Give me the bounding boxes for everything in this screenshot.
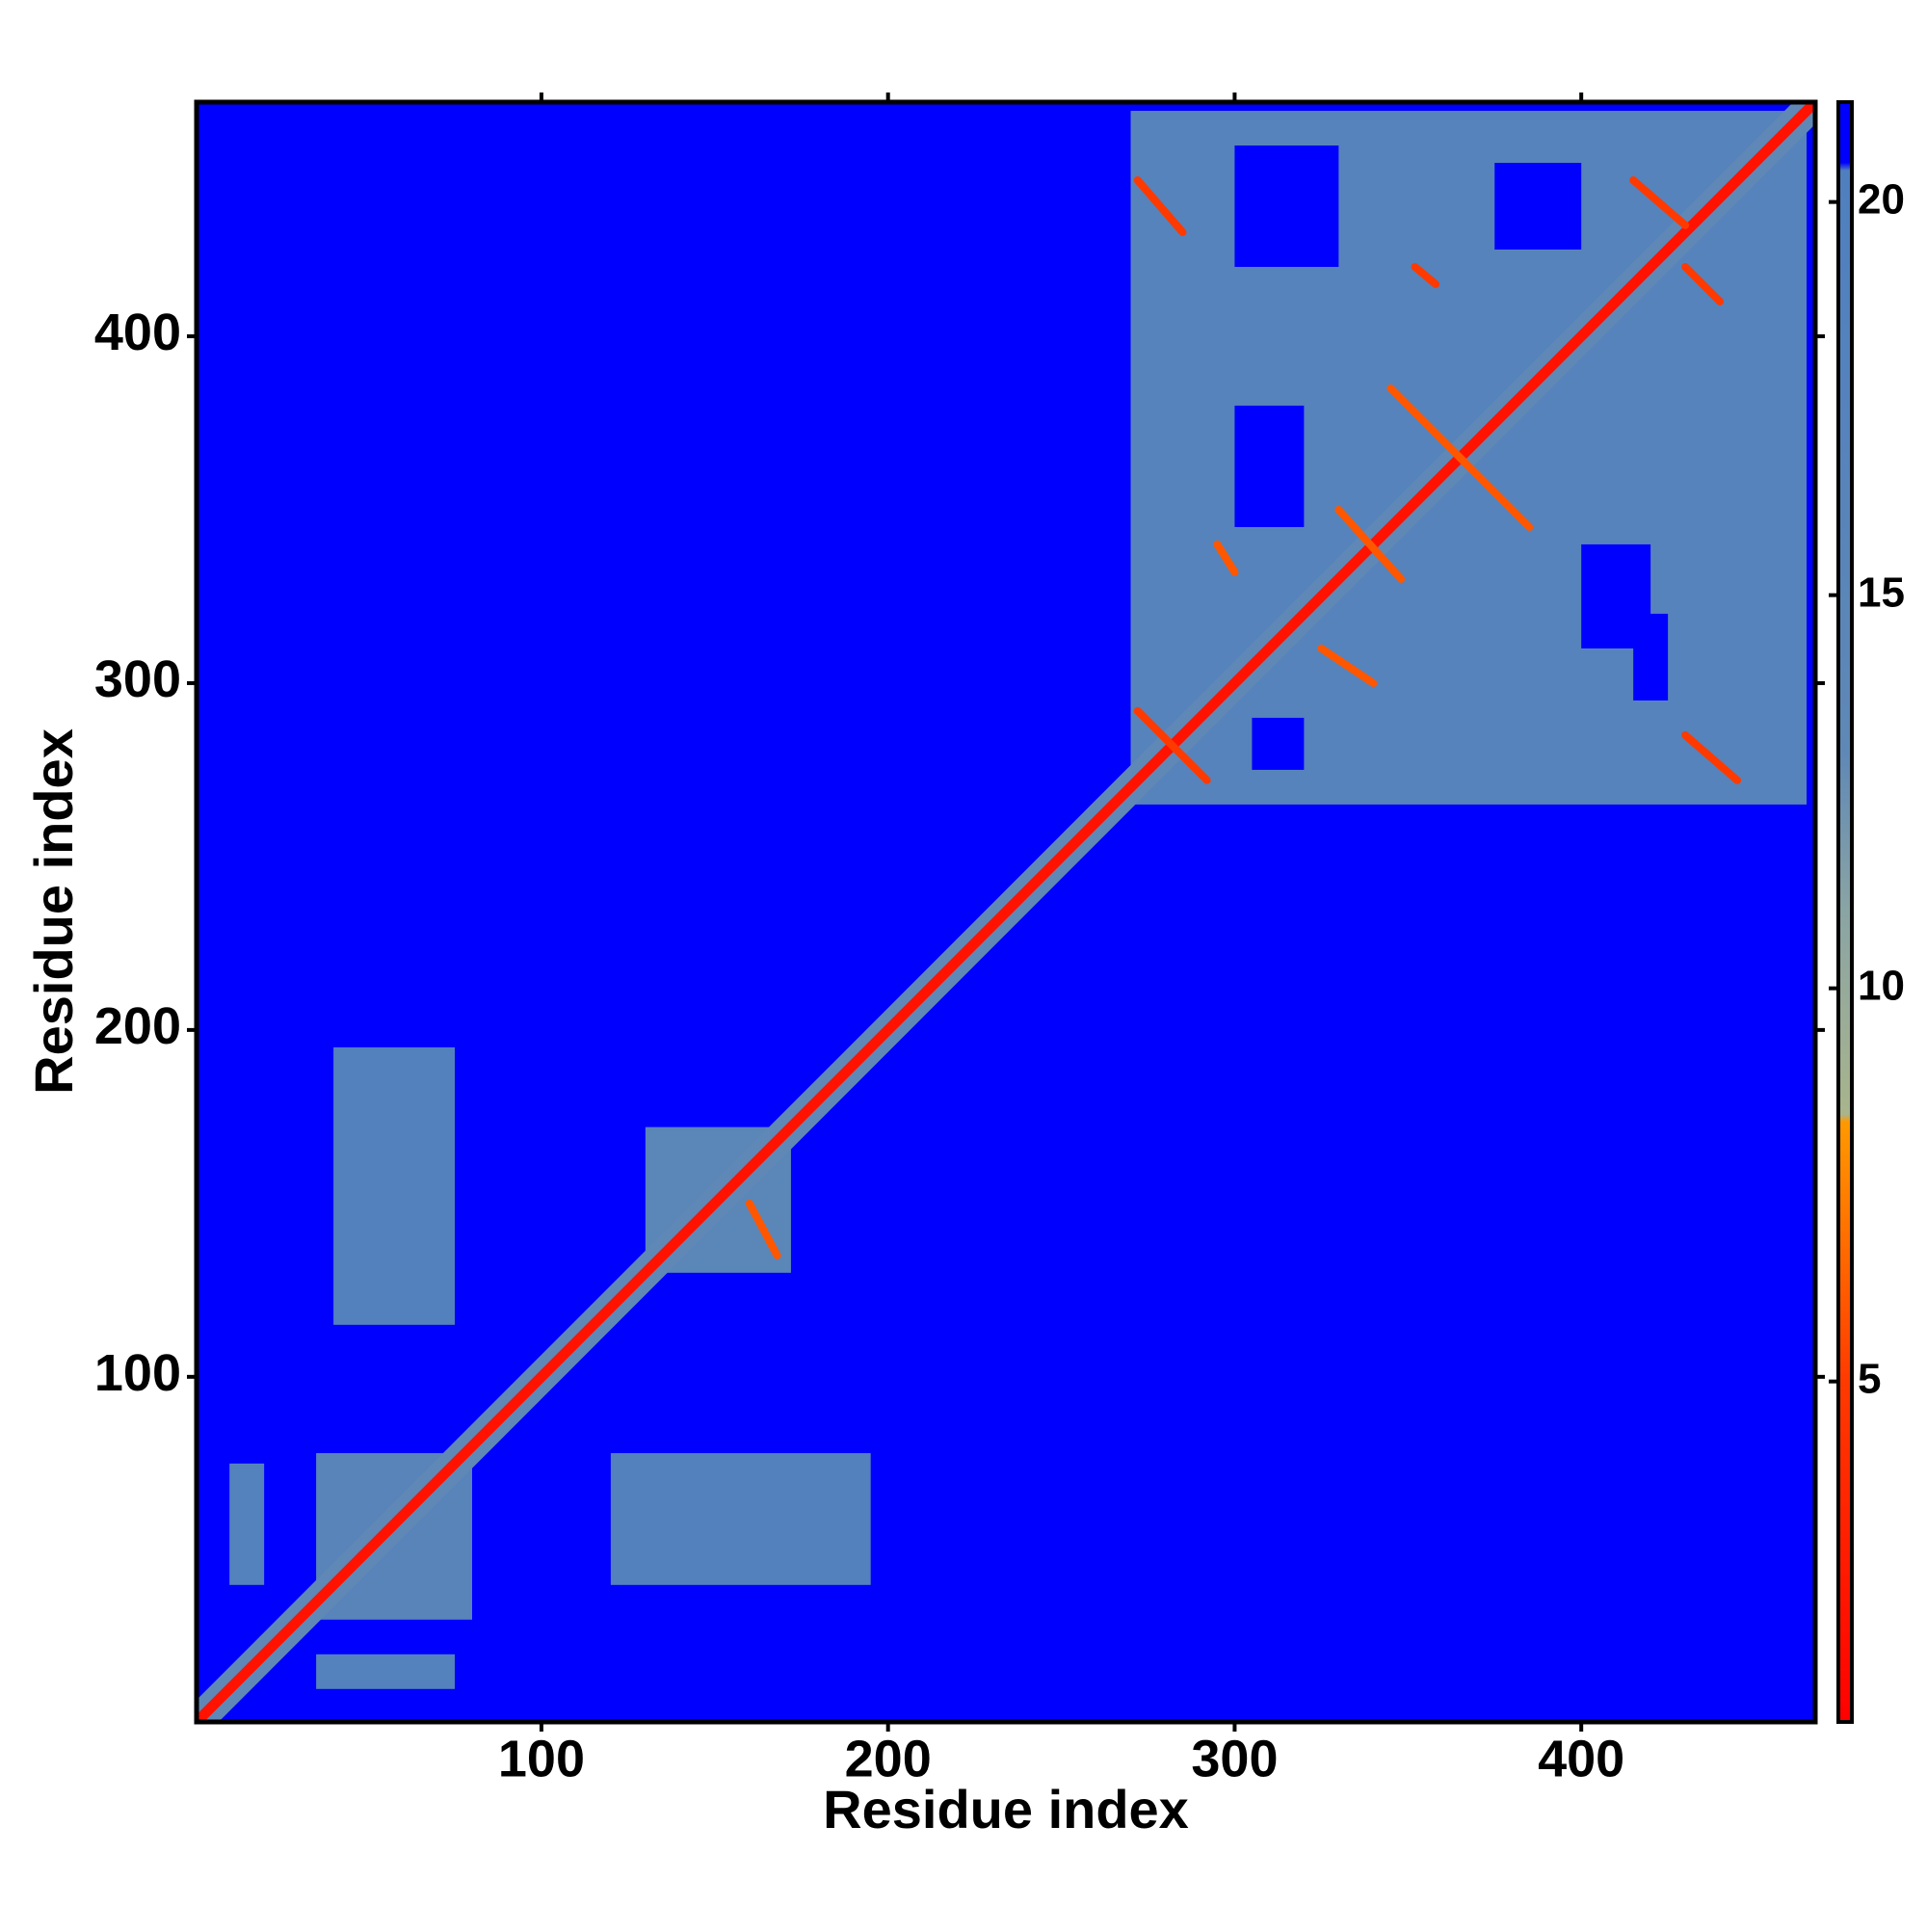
- colorbar-tick-label: 5: [1858, 1355, 1881, 1402]
- x-tick-label: 300: [1191, 1730, 1278, 1787]
- contact-strand: [745, 1199, 781, 1259]
- x-tick-label: 200: [845, 1730, 932, 1787]
- colorbar: [1836, 100, 1854, 1724]
- x-tick-label: 100: [498, 1730, 585, 1787]
- x-axis-title: Residue index: [823, 1779, 1189, 1839]
- contact-strand: [1681, 730, 1742, 784]
- heatmap: [197, 102, 1815, 1722]
- y-axis-title: Residue index: [23, 728, 84, 1095]
- heatmap-region: [1633, 613, 1669, 701]
- contact-strand: [1681, 262, 1725, 305]
- contact-strand: [1386, 384, 1534, 531]
- heatmap-region: [1252, 717, 1305, 770]
- contact-strand: [1213, 540, 1239, 576]
- contact-strand: [1133, 175, 1187, 236]
- contact-strand: [1629, 175, 1690, 229]
- contact-strand: [1317, 644, 1378, 687]
- heatmap-region: [1494, 162, 1582, 250]
- heatmap-region: [1234, 145, 1339, 267]
- heatmap-region: [610, 1453, 871, 1585]
- y-tick-label: 100: [94, 1344, 181, 1402]
- diagonal: [197, 102, 1815, 1722]
- y-tick-label: 200: [94, 997, 181, 1055]
- colorbar-tick-label: 10: [1858, 962, 1905, 1009]
- contact-strand: [1133, 706, 1211, 784]
- plot-frame: [194, 99, 1818, 1725]
- contact-strand: [1334, 505, 1406, 583]
- y-tick-label: 300: [94, 650, 181, 708]
- colorbar-tick-label: 20: [1858, 175, 1905, 223]
- colorbar-tick-label: 15: [1858, 569, 1905, 616]
- y-tick-label: 400: [94, 304, 181, 361]
- heatmap-region: [1234, 405, 1305, 527]
- x-tick-label: 400: [1538, 1730, 1624, 1787]
- contact-strand: [1411, 262, 1440, 288]
- heatmap-region: [229, 1463, 265, 1585]
- heatmap-region: [333, 1046, 456, 1325]
- heatmap-region: [316, 1654, 456, 1689]
